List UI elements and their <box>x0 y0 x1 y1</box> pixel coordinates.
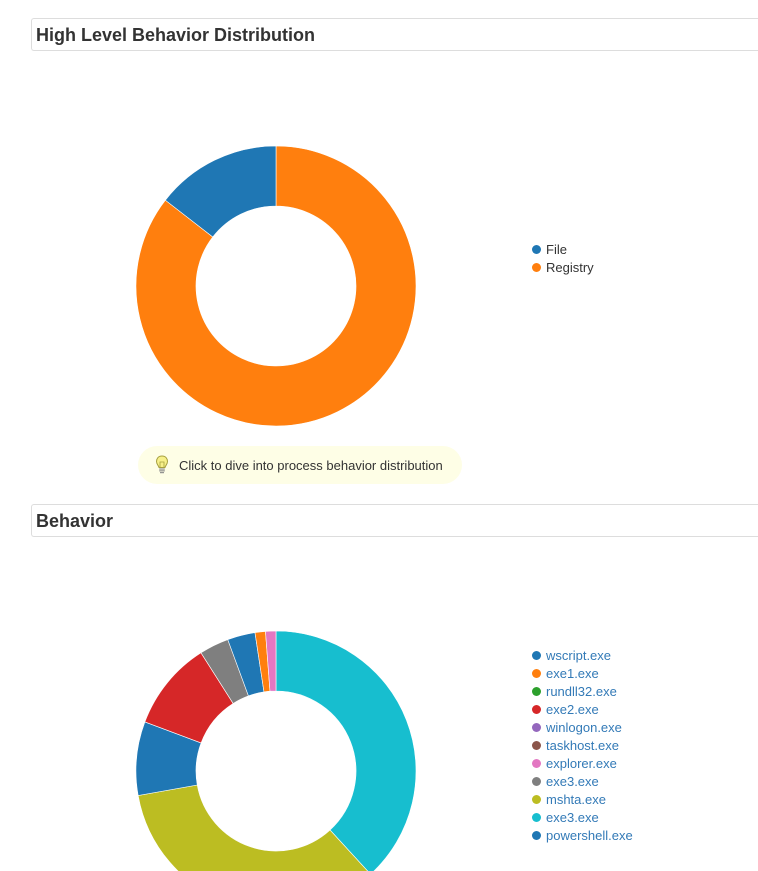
section-title: High Level Behavior Distribution <box>36 25 316 45</box>
donut-chart-high-level[interactable] <box>0 0 758 440</box>
hint-text: Click to dive into process behavior dist… <box>179 457 443 473</box>
section-title: Behavior <box>36 511 114 531</box>
legend-dot-icon <box>532 830 541 840</box>
legend-label[interactable]: mshta.exe <box>546 791 606 807</box>
legend-label[interactable]: exe2.exe <box>546 701 599 717</box>
dive-into-process-hint[interactable]: Click to dive into process behavior dist… <box>138 446 462 484</box>
legend-item[interactable]: explorer.exe <box>532 754 633 772</box>
legend-item[interactable]: exe1.exe <box>532 664 633 682</box>
donut-slice[interactable] <box>275 630 417 871</box>
legend-high-level: File Registry <box>532 240 594 276</box>
legend-dot-icon <box>532 722 541 732</box>
legend-item[interactable]: exe2.exe <box>532 700 633 718</box>
legend-dot-icon <box>532 686 541 696</box>
lightbulb-icon <box>152 455 172 475</box>
legend-dot-icon <box>532 650 541 660</box>
legend-dot-icon <box>532 812 541 822</box>
legend-dot-icon <box>532 244 541 254</box>
donut-chart-behavior[interactable] <box>0 531 758 871</box>
legend-dot-icon <box>532 740 541 750</box>
legend-item[interactable]: wscript.exe <box>532 646 633 664</box>
donut-slice[interactable] <box>135 145 417 427</box>
legend-behavior: wscript.exe exe1.exe rundll32.exe exe2.exe w… <box>532 646 633 844</box>
section-header-high-level: High Level Behavior Distribution <box>31 18 758 51</box>
legend-label[interactable]: rundll32.exe <box>546 683 617 699</box>
legend-label[interactable]: wscript.exe <box>546 647 612 663</box>
legend-label[interactable]: exe3.exe <box>546 809 599 825</box>
legend-item[interactable]: taskhost.exe <box>532 736 633 754</box>
legend-dot-icon <box>532 776 541 786</box>
legend-item[interactable]: winlogon.exe <box>532 718 633 736</box>
legend-dot-icon <box>532 704 541 714</box>
legend-label[interactable]: exe3.exe <box>546 773 599 789</box>
legend-item[interactable]: File <box>532 240 594 258</box>
legend-item[interactable]: exe3.exe <box>532 772 633 790</box>
legend-item[interactable]: mshta.exe <box>532 790 633 808</box>
legend-label[interactable]: powershell.exe <box>546 827 633 843</box>
legend-label[interactable]: winlogon.exe <box>546 719 622 735</box>
legend-label[interactable]: taskhost.exe <box>546 737 619 753</box>
legend-dot-icon <box>532 668 541 678</box>
legend-item[interactable]: powershell.exe <box>532 826 633 844</box>
donut-slice[interactable] <box>137 784 370 871</box>
legend-label[interactable]: explorer.exe <box>546 755 617 771</box>
section-header-behavior: Behavior <box>31 504 758 537</box>
donut-slice[interactable] <box>164 145 277 238</box>
donut-slice[interactable] <box>265 630 277 692</box>
legend-label: Registry <box>546 259 594 275</box>
legend-dot-icon <box>532 794 541 804</box>
legend-item[interactable]: Registry <box>532 258 594 276</box>
legend-label[interactable]: exe1.exe <box>546 665 599 681</box>
legend-item[interactable]: rundll32.exe <box>532 682 633 700</box>
legend-label: File <box>546 241 567 257</box>
legend-dot-icon <box>532 262 541 272</box>
legend-item[interactable]: exe3.exe <box>532 808 633 826</box>
legend-dot-icon <box>532 758 541 768</box>
